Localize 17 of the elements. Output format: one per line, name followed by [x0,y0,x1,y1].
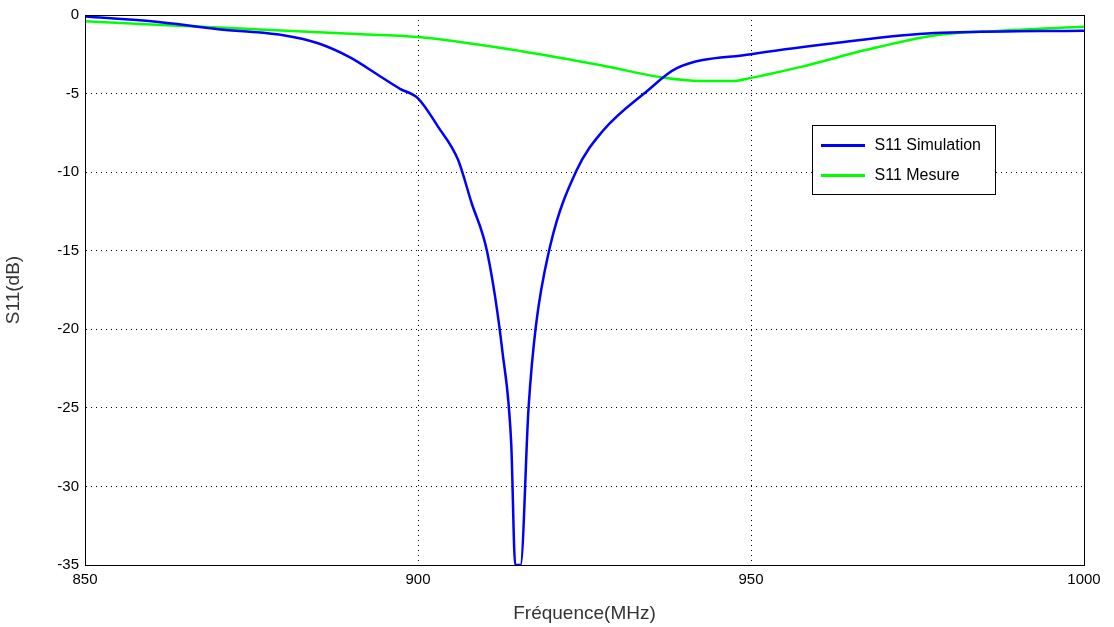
legend-label: S11 Simulation [874,136,981,154]
x-tick-label: 900 [405,570,431,588]
line-series [85,15,1084,565]
legend-label: S11 Mesure [874,166,960,184]
y-tick-label: -30 [57,476,79,494]
y-tick-label: -20 [57,319,79,337]
x-tick-label: 950 [738,570,764,588]
x-tick-label: 1000 [1067,570,1101,588]
y-tick-label: -5 [65,83,79,101]
y-tick-label: -25 [57,398,79,415]
y-axis-title: S11(dB) [1,255,23,325]
y-tick-label: -10 [57,162,79,180]
y-tick-label: -35 [57,555,79,573]
y-tick-label: 0 [70,5,79,23]
x-axis-title: Fréquence(MHz) [513,601,656,623]
x-tick-label: 850 [72,570,98,588]
y-tick-label: -15 [57,240,79,258]
